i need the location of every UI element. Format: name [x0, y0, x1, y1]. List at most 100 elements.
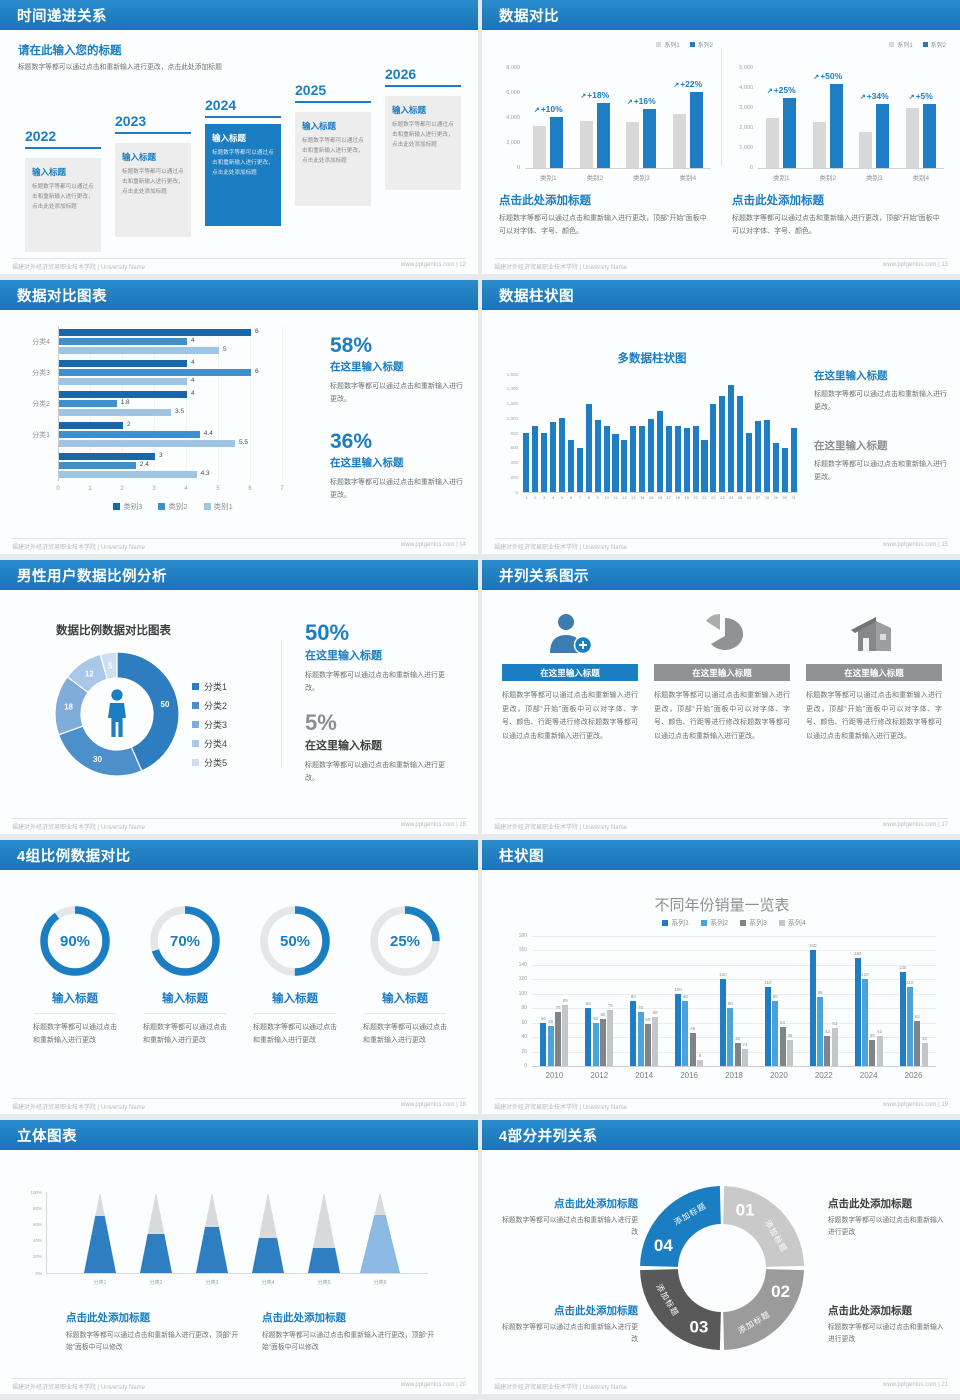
bar-series1: [626, 121, 640, 168]
growth-text: +18%: [587, 90, 610, 100]
caption-block: 点击此处添加标题 标题数字等都可以通过点击和重新输入进行更改，顶部“开始”面板中…: [499, 192, 711, 238]
value-label: 36: [787, 1033, 793, 1038]
chart-legend: 分类1 分类2 分类3 分类4 分类5: [192, 680, 227, 775]
cone-fill: [308, 1247, 340, 1273]
bar-series1: [812, 122, 826, 168]
x-label: 24: [728, 495, 734, 500]
bar-series2: [643, 109, 657, 168]
bar: [59, 329, 251, 336]
x-label: 分类1: [93, 1280, 107, 1286]
legend-item: 系列2: [922, 40, 946, 49]
x-tick: 1: [88, 486, 92, 492]
stat-value: 5%: [305, 710, 337, 735]
bar: [576, 447, 583, 492]
value-label: 160: [809, 943, 817, 949]
slide-four-part-relationship[interactable]: 4部分并列关系 01 添加标题 02 添加标题 03 添加标题 04 添加标题 点击此处添加标…: [482, 1120, 960, 1394]
bar: [59, 422, 123, 429]
bar: [59, 391, 187, 398]
caption-block: 点击此处添加标题 标题数字等都可以通过点击和重新输入进行更改，顶部“开始”面板中…: [732, 192, 944, 238]
legend-swatch: [922, 42, 928, 47]
bar: [59, 400, 117, 407]
growth-label: ↗+16%: [613, 96, 669, 106]
milestone-heading: 输入标题: [32, 167, 67, 177]
footer-site: www.pptgenius.com: [401, 262, 455, 268]
slide-title: 并列关系图示: [499, 568, 589, 585]
x-label: 19: [684, 495, 689, 500]
legend-label: 分类4: [204, 739, 228, 749]
bar: [781, 447, 788, 492]
slide-parallel-relationship[interactable]: 并列关系图示 在这里输入标题 标题数字等都可以通过点击和重新输入进行更改，顶部“…: [482, 560, 960, 834]
slide-comparison-chart[interactable]: 数据对比图表 0 1 2 3 4 5 6 7 分类4 6 4 5 分类3 4 6 4 分类2 4 1.8 3.5 分类1…: [0, 280, 478, 554]
x-label: 2020: [769, 1071, 788, 1080]
x-label: 16: [657, 495, 663, 500]
caption-heading: 点击此处添加标题: [499, 195, 591, 207]
bar-series2: [829, 84, 843, 168]
footer-page: 21: [936, 1382, 948, 1388]
growth-label: ↗+10%: [520, 104, 576, 114]
footer-right: www.pptgenius.com19: [883, 1102, 948, 1111]
bar: [594, 419, 601, 492]
bar: [59, 338, 187, 345]
bar-series1: [859, 132, 873, 168]
value-label: 120: [719, 972, 727, 978]
x-tick: 6: [248, 486, 252, 492]
value-label: 68: [652, 1009, 658, 1015]
slide-four-ratio-comparison[interactable]: 4组比例数据对比 90% 输入标题 标题数字等都可以通过点击和重新输入进行更改 …: [0, 840, 478, 1114]
slide-3d-chart[interactable]: 立体图表 0% 20% 40% 60% 80% 100% 分类1 分类2 分类3 分类4 分类5 分类…: [0, 1120, 478, 1394]
slide-data-comparison[interactable]: 数据对比 系列1 系列2 0 2,000 4,000 6,000 8,000 类别1 ↗+10…: [482, 0, 960, 274]
legend-item: 分类2: [192, 699, 227, 712]
bar: [719, 396, 726, 492]
ring-heading: 输入标题: [382, 993, 428, 1005]
footer-page: 15: [936, 542, 948, 548]
value-label: 2.4: [139, 461, 149, 468]
bar: [817, 996, 824, 1066]
stat-body: 标题数字等都可以通过点击和重新输入进行更改。: [814, 391, 947, 411]
bar-series1: [672, 114, 686, 168]
y-tick: 2,000: [506, 140, 520, 146]
slide-bar-chart[interactable]: 柱状图 不同年份销量一览表 0 20 40 60 80 100 120 140 160 180 20…: [482, 840, 960, 1114]
footer-right: www.pptgenius.com13: [883, 262, 948, 271]
x-tick: 7: [280, 486, 284, 492]
bar: [727, 1008, 734, 1066]
progress-ring: 25%: [368, 904, 442, 978]
milestone-rule: [115, 132, 191, 134]
value-label: 5: [223, 346, 227, 353]
x-label: 分类3: [205, 1280, 219, 1286]
footer-site: www.pptgenius.com: [883, 542, 937, 548]
callout-body: 标题数字等都可以通过点击和重新输入进行更改: [828, 1324, 944, 1344]
group-label: 分类4: [32, 339, 50, 346]
horizontal-bar-chart: 0 1 2 3 4 5 6 7 分类4 6 4 5 分类3 4 6 4 分类2 4 1.8 3.5 分类1 2 4.4 5.5…: [12, 320, 318, 528]
slide-column-chart[interactable]: 数据柱状图 多数据柱状图 0 200 400 600 800 1,000 1,200 1,40…: [482, 280, 960, 554]
footer-org: 福建对外经济贸易职业技术学院 | University Name: [494, 1385, 627, 1391]
bar-series2: [922, 104, 936, 168]
value-label: 42: [877, 1028, 883, 1034]
y-tick: 400: [510, 460, 518, 465]
growth-label: ↗+34%: [846, 91, 902, 101]
quad-segment: [640, 1186, 721, 1267]
caption-body: 标题数字等都可以通过点击和重新输入进行更改，顶部“开始”面板中可以对字体、字号、…: [499, 215, 707, 235]
slide-title: 数据对比图表: [17, 288, 107, 305]
bar: [599, 1019, 606, 1066]
quad-segment: [723, 1269, 804, 1350]
stat-block: 36% 在这里输入标题 标题数字等都可以通过点击和重新输入进行更改。: [330, 430, 465, 503]
slide-title: 4部分并列关系: [499, 1128, 598, 1145]
slide-time-progression[interactable]: 时间递进关系 请在此输入您的标题 标题数字等都可以通过点击和重新输入进行更改，点…: [0, 0, 478, 274]
bar-series2: [596, 103, 610, 168]
value-label: 75: [638, 1004, 644, 1010]
x-label: 2026: [904, 1071, 923, 1080]
milestone-2026: 2026 输入标题 标题数字等都可以通过点击和重新输入进行更改，点击此处添加标题: [385, 66, 461, 190]
ring-progress: [370, 906, 440, 976]
footer-org: 福建对外经济贸易职业技术学院 | University Name: [494, 1105, 627, 1111]
slide-title-bar: 并列关系图示: [482, 560, 960, 590]
axis-line: [46, 1192, 47, 1273]
x-label: 类别1: [772, 175, 790, 182]
gridline: [532, 993, 936, 995]
ring-body: 标题数字等都可以通过点击和重新输入进行更改: [253, 1024, 337, 1044]
value-label: 90: [772, 994, 778, 999]
legend-label: 系列1: [671, 920, 690, 927]
segment-number: 03: [689, 1318, 708, 1337]
legend-item: 分类3: [192, 718, 227, 731]
slide-male-ratio-analysis[interactable]: 男性用户数据比例分析 数据比例数据对比图表 50 30 18 12 5 分类1 分类2 分类…: [0, 560, 478, 834]
milestone-heading: 输入标题: [122, 152, 157, 162]
progress-ring-item: 70% 输入标题 标题数字等都可以通过点击和重新输入进行更改: [138, 904, 232, 1048]
